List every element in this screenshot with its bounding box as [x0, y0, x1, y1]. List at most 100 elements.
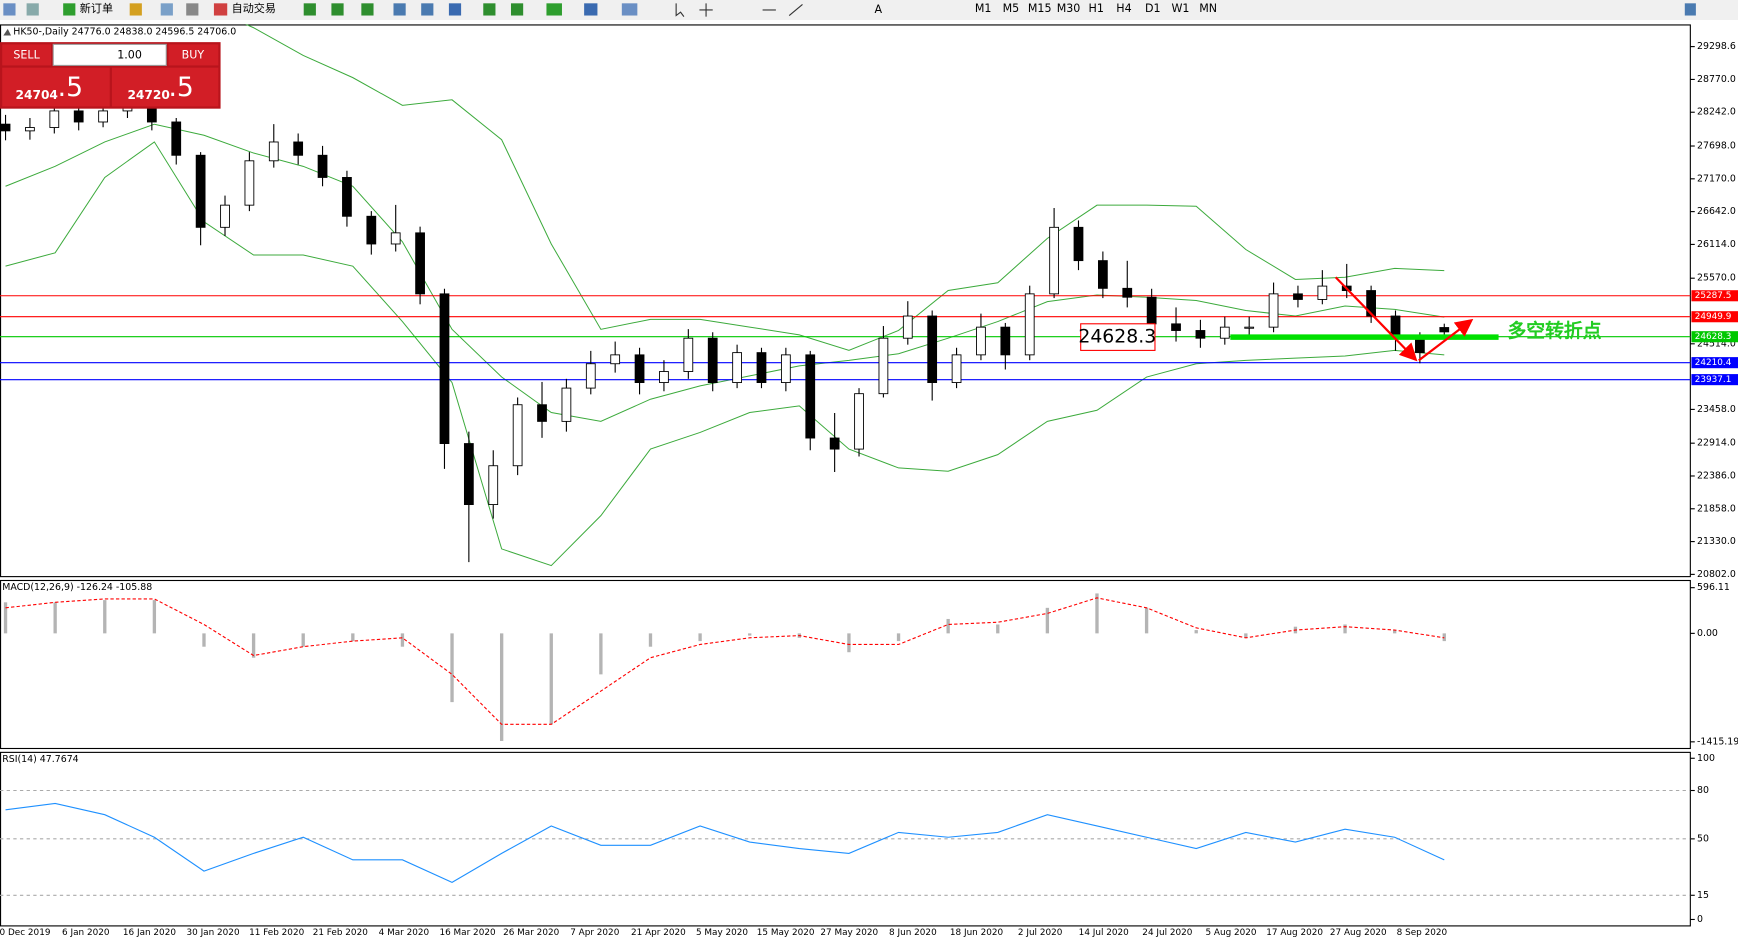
- x-tick-label: 18 Jun 2020: [950, 928, 1004, 937]
- toolbar: 新订单 自动交易 A M1 M5 M15 M30 H1 H4 D1 W1 MN: [0, 0, 1738, 20]
- timeframe-button[interactable]: MN: [1199, 2, 1217, 15]
- price-level-label: 24210.4: [1695, 358, 1732, 368]
- macd-bar: [450, 633, 454, 703]
- icon[interactable]: [331, 3, 344, 16]
- cursor-tool[interactable]: [675, 3, 685, 17]
- price-box-label: 24628.3: [1078, 327, 1156, 348]
- macd-bar: [1392, 630, 1397, 634]
- macd-bar: [1442, 633, 1446, 642]
- y-tick-label: 26642.0: [1697, 206, 1736, 217]
- crosshair-tool[interactable]: [699, 3, 713, 17]
- buy-button[interactable]: [168, 44, 219, 66]
- bid-pips[interactable]: .5: [58, 72, 83, 103]
- icon[interactable]: [483, 3, 496, 16]
- x-tick-label: 15 May 2020: [757, 928, 815, 937]
- macd-bar: [847, 633, 851, 653]
- candle-body: [488, 465, 499, 506]
- zoom-in[interactable]: [393, 3, 406, 16]
- timeframe-button[interactable]: M1: [975, 2, 992, 15]
- icon[interactable]: [448, 3, 462, 16]
- candle-body: [1122, 287, 1133, 298]
- x-tick-label: 8 Sep 2020: [1397, 928, 1448, 937]
- bollinger-band: [244, 24, 1445, 351]
- timeframe-button[interactable]: M5: [1003, 2, 1020, 15]
- x-tick-label: 24 Jul 2020: [1142, 928, 1192, 937]
- y-tick-label: 25570.0: [1697, 273, 1736, 284]
- icon[interactable]: [26, 3, 39, 16]
- y-tick-label: 596.11: [1697, 582, 1730, 593]
- x-tick-label: 21 Apr 2020: [631, 928, 686, 937]
- candle-body: [220, 204, 230, 228]
- icon[interactable]: [303, 3, 316, 16]
- timeframe-button[interactable]: H4: [1116, 2, 1131, 15]
- timeframe-button[interactable]: M30: [1057, 2, 1081, 15]
- candle-body: [1219, 326, 1230, 339]
- candle-body: [1439, 327, 1450, 333]
- candle-body: [439, 293, 450, 445]
- templates[interactable]: [621, 3, 638, 16]
- macd-bar: [499, 633, 504, 741]
- sell-button[interactable]: [2, 44, 51, 66]
- price-level-label: 24949.9: [1695, 312, 1732, 322]
- y-tick-label: 28770.0: [1697, 74, 1736, 85]
- macd-bar: [152, 600, 157, 634]
- auto-trading-icon[interactable]: [213, 3, 228, 16]
- candle-body: [366, 215, 377, 245]
- trendline-tool[interactable]: [788, 4, 803, 16]
- new-order-button[interactable]: 新订单: [80, 1, 113, 15]
- macd-panel: [0, 579, 1691, 750]
- icon[interactable]: [510, 3, 524, 16]
- candle-body: [25, 127, 35, 132]
- ask-pips[interactable]: .5: [168, 72, 193, 103]
- candle-body: [610, 354, 621, 365]
- timeframe-button[interactable]: M15: [1028, 2, 1052, 15]
- timeframe-button[interactable]: W1: [1171, 2, 1189, 15]
- sell-label[interactable]: SELL: [13, 48, 40, 61]
- macd-bar: [3, 602, 8, 634]
- y-tick-label: 22386.0: [1697, 470, 1736, 481]
- candle-body: [634, 354, 645, 384]
- ask-price[interactable]: 24720: [127, 88, 169, 102]
- sell-price-button[interactable]: [2, 67, 110, 107]
- y-tick-label: -1415.19: [1697, 736, 1738, 747]
- auto-trading-button[interactable]: 自动交易: [232, 1, 276, 15]
- candle-body: [1146, 296, 1157, 325]
- price-level-box: [1691, 374, 1738, 386]
- icon[interactable]: [160, 3, 173, 16]
- candle-body: [415, 232, 425, 295]
- icon[interactable]: [361, 3, 374, 16]
- timeframe-button[interactable]: H1: [1089, 2, 1104, 15]
- macd-bar: [549, 633, 553, 725]
- zoom-out[interactable]: [421, 3, 434, 16]
- rsi-line: [5, 802, 1445, 884]
- y-tick-label: 21858.0: [1697, 503, 1736, 514]
- price-panel: [0, 24, 1691, 578]
- bid-price[interactable]: 24704: [16, 88, 58, 102]
- buy-label[interactable]: BUY: [182, 48, 205, 61]
- buy-price-button[interactable]: [111, 67, 219, 107]
- indicators[interactable]: [546, 3, 562, 16]
- down-arrow: [1334, 276, 1418, 362]
- price-level-box: [1691, 290, 1738, 302]
- candle-body: [463, 443, 474, 506]
- icon[interactable]: [3, 3, 16, 16]
- new-order-icon[interactable]: [63, 3, 76, 16]
- icon[interactable]: [186, 3, 199, 16]
- timeframe-button[interactable]: D1: [1145, 2, 1161, 15]
- candle-body: [73, 110, 84, 123]
- lot-value[interactable]: 1.00: [117, 48, 142, 61]
- macd-bar: [1095, 593, 1099, 634]
- icon[interactable]: [129, 3, 142, 16]
- x-tick-label: 27 Aug 2020: [1330, 928, 1387, 937]
- text-tool[interactable]: A: [875, 3, 883, 16]
- y-tick-label: 28242.0: [1697, 107, 1736, 118]
- y-tick-label: 27170.0: [1697, 173, 1736, 184]
- price-box: [1080, 323, 1156, 351]
- lot-input[interactable]: [52, 43, 167, 66]
- candle-body: [1366, 290, 1376, 317]
- macd-bar: [53, 602, 57, 634]
- plot-area: [3, 593, 1446, 741]
- search[interactable]: [1684, 3, 1696, 16]
- pivot-note: 多空转折点: [1507, 319, 1601, 342]
- periods[interactable]: [584, 3, 598, 16]
